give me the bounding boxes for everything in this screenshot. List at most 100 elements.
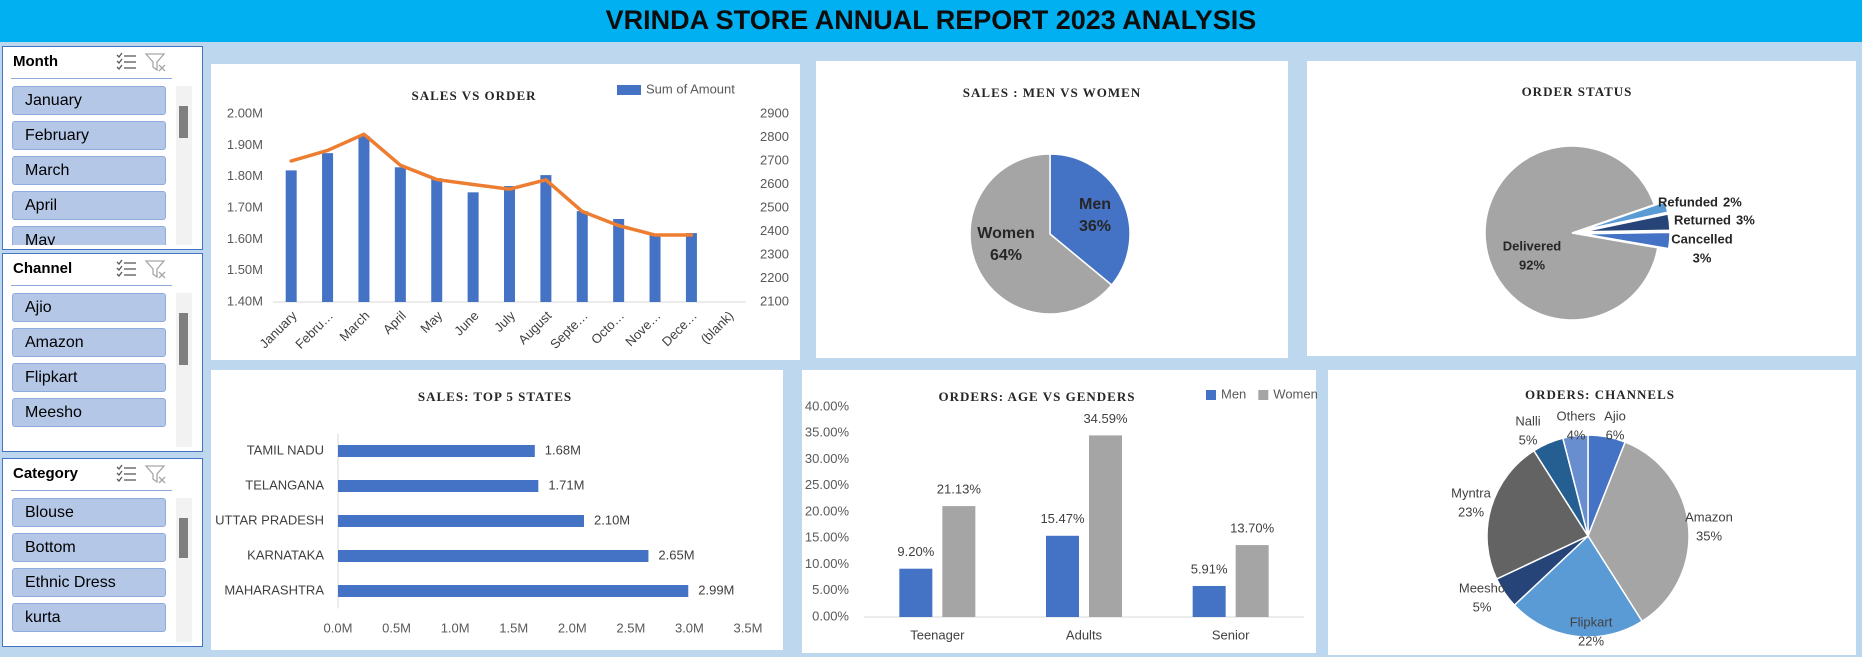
legend-swatch [1258,390,1269,400]
pie-slice [1582,200,1669,231]
slicer-item[interactable]: April [12,191,166,220]
bar [338,515,584,527]
data-label: 21.13% [937,482,982,497]
y-tick-label: 20.00% [805,503,850,518]
bar [1235,545,1269,617]
bar [504,186,515,302]
pie-slice [969,153,1113,315]
chart-title: SALES: TOP 5 STATES [418,389,572,404]
y2-tick-label: 2500 [760,199,789,214]
slicer-item[interactable]: Flipkart [12,363,166,392]
slicer-item[interactable]: January [12,86,166,115]
chart-title: SALES VS ORDER [411,88,536,103]
data-label-name: Ajio [1604,408,1626,423]
slicer-list: Ajio Amazon Flipkart Meesho [12,293,170,447]
data-label: 34.59% [1083,411,1128,426]
slicer-item[interactable]: kurta [12,603,166,632]
chart-title: ORDERS: AGE VS GENDERS [939,389,1136,404]
bar [1192,585,1226,617]
data-label: 22% [1578,633,1604,648]
scrollbar [176,86,192,245]
data-label-name: Refunded [1658,194,1718,209]
icon-check [116,52,123,58]
y-tick-label: UTTAR PRADESH [215,512,324,527]
y-tick-label: 25.00% [805,477,850,492]
legend-label: Women [1273,386,1318,401]
data-label: 1.71M [548,477,584,492]
data-label: 64% [990,247,1022,264]
title-bar [0,0,1862,42]
data-label: 6% [1606,427,1625,442]
icon-check [116,259,123,265]
x-tick-label: Senior [1212,627,1250,642]
chart-panel [211,370,783,650]
y2-tick-label: 2100 [760,293,789,308]
y2-tick-label: 2800 [760,129,789,144]
y-tick-label: 2.00M [227,105,263,120]
slicer-item[interactable]: Blouse [12,498,166,527]
y-tick-label: 1.50M [227,262,263,277]
y2-tick-label: 2600 [760,176,789,191]
bar [338,550,649,562]
icon-check [116,470,123,476]
icon-check [116,271,123,277]
data-label: 5% [1473,599,1492,614]
x-tick-label: 3.5M [734,620,763,635]
slicer-title: Month [13,53,58,70]
slicer-item[interactable]: Ethnic Dress [12,568,166,597]
legend-swatch [617,85,641,95]
bar [338,480,539,492]
bar [685,233,697,302]
y-tick-label: TAMIL NADU [247,442,324,457]
bar [467,192,479,302]
y-tick-label: 5.00% [812,582,849,597]
scrollbar-thumb[interactable] [179,518,188,558]
multi-select-button[interactable] [115,464,137,484]
data-label-name: Nalli [1515,413,1540,428]
y-tick-label: KARNATAKA [247,547,324,562]
bar [394,167,406,302]
slicer: Month January February March April May [2,46,203,250]
y-tick-label: 10.00% [805,556,850,571]
data-label-name: Cancelled [1671,231,1732,246]
data-label: 4% [1567,427,1586,442]
legend-label: Men [1221,386,1246,401]
data-label-name: Meesho [1459,580,1505,595]
slicer-item[interactable]: May [12,226,166,245]
multi-select-button[interactable] [115,52,137,72]
data-label: 1.68M [545,442,581,457]
slicer-item[interactable]: March [12,156,166,185]
bar [338,585,689,597]
y-tick-label: 15.00% [805,530,850,545]
slicer-item[interactable]: Ajio [12,293,166,322]
data-label-name: Myntra [1451,485,1492,500]
slicer-divider [11,285,172,286]
y2-tick-label: 2400 [760,223,789,238]
pie-slice [1587,441,1690,623]
clear-filter-button[interactable] [144,52,168,74]
slicer-item[interactable]: February [12,121,166,150]
pie-slice [1582,213,1671,233]
slicer-item[interactable]: Meesho [12,398,166,427]
chart-title: ORDERS: CHANNELS [1525,387,1675,402]
x-tick-label: 0.5M [382,620,411,635]
scrollbar [176,293,192,447]
slicer-item[interactable]: Amazon [12,328,166,357]
clear-filter-button[interactable] [144,259,168,281]
scrollbar-thumb[interactable] [179,313,188,365]
y2-tick-label: 2900 [760,105,789,120]
y-tick-label: MAHARASHTRA [224,582,324,597]
multi-select-button[interactable] [115,259,137,279]
data-label: 2.65M [658,547,694,562]
y-tick-label: 1.60M [227,231,263,246]
slicer-item[interactable]: Bottom [12,533,166,562]
pie-slice [1582,231,1671,250]
data-label: 2% [1723,194,1742,209]
data-label: 36% [1079,218,1111,235]
slicer-title: Category [13,465,79,482]
scrollbar-thumb[interactable] [179,106,188,138]
clear-filter-button[interactable] [144,464,168,486]
bar [942,506,976,617]
